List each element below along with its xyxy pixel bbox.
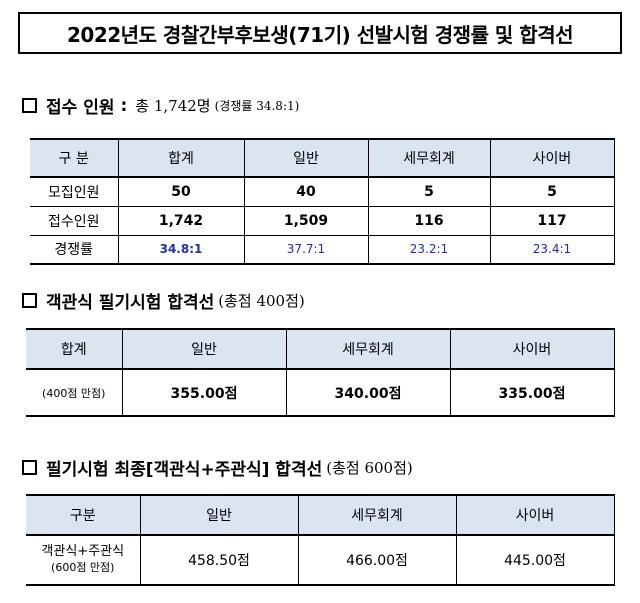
header-cell-general: 일반 [139,494,299,536]
page-title: 2022년도 경찰간부후보생(71기) 선발시험 경쟁률 및 합격선 [18,12,622,54]
cell-value: 445.00점 [455,534,615,586]
header-cell-category: 구분 [26,494,141,536]
total-score-note: (총점 400점) [218,292,305,310]
table-header-row: 구 분 합계 일반 세무회계 사이버 [30,138,615,178]
final-cutoff-table: 구분 일반 세무회계 사이버 객관식+주관식 (600점 만점) 458.50점… [26,494,615,586]
header-cell-total: 합계 [117,138,245,178]
competition-ratio-note: (경쟁률 34.8:1) [214,99,300,113]
total-score-note: (총점 600점) [326,459,413,477]
row-label: 접수인원 [30,205,119,236]
section-heading-text: 필기시험 최종[객관식+주관식] 합격선 [46,460,323,480]
header-cell-cyber: 사이버 [455,494,615,536]
table-header-row: 합계 일반 세무회계 사이버 [26,328,615,370]
header-cell-cyber: 사이버 [489,138,615,178]
row-label: (400점 만점) [26,368,123,417]
section-heading-text: 객관식 필기시험 합격선 [46,293,215,313]
cell-value: 5 [367,176,491,207]
applicant-total: 총 1,742명 [135,97,211,115]
checkbox-square-icon [22,460,37,475]
cell-value: 23.2:1 [367,234,491,265]
cell-value: 23.4:1 [489,234,615,265]
cell-value: 40 [243,176,369,207]
heading-colon: : [120,95,128,116]
table-row: (400점 만점) 355.00점 340.00점 335.00점 [26,368,615,417]
cell-value: 117 [489,205,615,236]
header-cell-tax-accounting: 세무회계 [367,138,491,178]
table-row: 경쟁률 34.8:1 37.7:1 23.2:1 23.4:1 [30,234,615,265]
header-cell-general: 일반 [121,328,287,370]
checkbox-square-icon [22,98,37,113]
cell-value: 355.00점 [121,368,287,417]
section-heading-text: 접수 인원 [46,98,115,118]
cell-value: 1,509 [243,205,369,236]
row-label: 모집인원 [30,176,119,207]
header-cell-tax-accounting: 세무회계 [285,328,451,370]
cell-value: 37.7:1 [243,234,369,265]
row-label-line2: (600점 만점) [51,561,115,574]
section-heading-final-cutoff: 필기시험 최종[객관식+주관식] 합격선 (총점 600점) [22,455,413,480]
header-cell-cyber: 사이버 [449,328,615,370]
header-cell-category: 구 분 [30,138,119,178]
cell-value: 34.8:1 [117,234,245,265]
row-label: 경쟁률 [30,234,119,265]
section-heading-objective-cutoff: 객관식 필기시험 합격선 (총점 400점) [22,288,305,313]
checkbox-square-icon [22,293,37,308]
cell-value: 340.00점 [285,368,451,417]
table-header-row: 구분 일반 세무회계 사이버 [26,494,615,536]
header-cell-total: 합계 [26,328,123,370]
header-cell-general: 일반 [243,138,369,178]
table-row: 객관식+주관식 (600점 만점) 458.50점 466.00점 445.00… [26,534,615,586]
cell-value: 466.00점 [297,534,457,586]
row-label-line1: 객관식+주관식 [41,544,125,559]
table-row: 모집인원 50 40 5 5 [30,176,615,207]
cell-value: 116 [367,205,491,236]
cell-value: 50 [117,176,245,207]
cell-value: 5 [489,176,615,207]
cell-value: 1,742 [117,205,245,236]
cell-value: 335.00점 [449,368,615,417]
table-row: 접수인원 1,742 1,509 116 117 [30,205,615,236]
section-heading-applicants: 접수 인원 : 총 1,742명 (경쟁률 34.8:1) [22,93,299,118]
objective-cutoff-table: 합계 일반 세무회계 사이버 (400점 만점) 355.00점 340.00점… [26,328,615,417]
row-label: 객관식+주관식 (600점 만점) [26,534,141,586]
header-cell-tax-accounting: 세무회계 [297,494,457,536]
cell-value: 458.50점 [139,534,299,586]
applicants-table: 구 분 합계 일반 세무회계 사이버 모집인원 50 40 5 5 접수인원 1… [30,138,615,265]
